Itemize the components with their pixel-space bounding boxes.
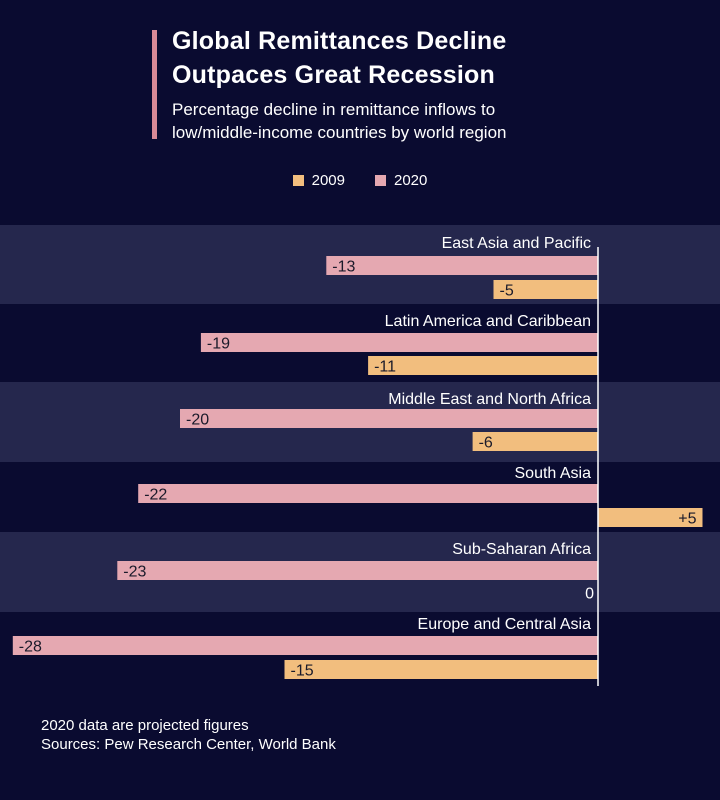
bar-2020-value-label: -19 [207, 336, 230, 353]
category-label: South Asia [515, 465, 592, 482]
title-accent-bar [152, 30, 157, 139]
bar-2009 [493, 280, 598, 299]
legend-item-2020: 2020 [375, 172, 427, 189]
chart-title: Global Remittances Decline Outpaces Grea… [172, 24, 692, 92]
legend-item-2009: 2009 [292, 172, 345, 189]
bar-2020-value-label: -22 [144, 487, 167, 504]
chart-legend: 2009 2020 [0, 172, 720, 189]
bar-2020 [200, 333, 598, 352]
chart-subtitle: Percentage decline in remittance inflows… [172, 98, 692, 144]
bar-2009-value-label: -15 [291, 663, 314, 680]
chart-title-line-2: Outpaces Great Recession [172, 61, 495, 89]
legend-swatch-2009 [292, 175, 304, 186]
bar-2020 [12, 636, 599, 655]
bar-2020-value-label: -20 [186, 412, 209, 429]
bar-2020-value-label: -13 [332, 259, 355, 276]
chart-title-line-1: Global Remittances Decline [172, 27, 507, 55]
chart-subtitle-line-2: low/middle-income countries by world reg… [172, 123, 507, 142]
category-label: East Asia and Pacific [442, 235, 591, 252]
bar-2009 [598, 508, 703, 527]
category-label: Europe and Central Asia [418, 616, 592, 633]
bar-2009-value-label: -6 [479, 435, 493, 452]
bar-2009-value-label: +5 [678, 511, 696, 528]
bar-2009 [472, 432, 598, 451]
bar-2020 [117, 561, 599, 580]
legend-swatch-2020 [375, 175, 386, 186]
bar-2009-value-label: -11 [374, 359, 396, 376]
bar-2009 [284, 660, 598, 679]
footnote-sources: Sources: Pew Research Center, World Bank [41, 736, 336, 753]
bar-2009-value-label: 0 [585, 586, 594, 603]
bar-2020 [180, 409, 598, 428]
bar-2020-value-label: -28 [19, 639, 42, 656]
bar-2020 [138, 484, 598, 503]
legend-label-2020: 2020 [394, 172, 428, 189]
footnote: 2020 data are projected figures Sources:… [41, 716, 336, 754]
bar-2020 [326, 256, 598, 275]
footnote-projection-note: 2020 data are projected figures [41, 717, 249, 734]
legend-label-2009: 2009 [311, 172, 345, 189]
category-label: Middle East and North Africa [388, 391, 591, 408]
bar-2020-value-label: -23 [123, 564, 146, 581]
category-label: Latin America and Caribbean [385, 313, 591, 330]
bar-2009-value-label: -5 [500, 283, 514, 300]
chart-subtitle-line-1: Percentage decline in remittance inflows… [172, 100, 496, 119]
bar-2009 [368, 356, 598, 375]
category-label: Sub-Saharan Africa [452, 541, 591, 558]
